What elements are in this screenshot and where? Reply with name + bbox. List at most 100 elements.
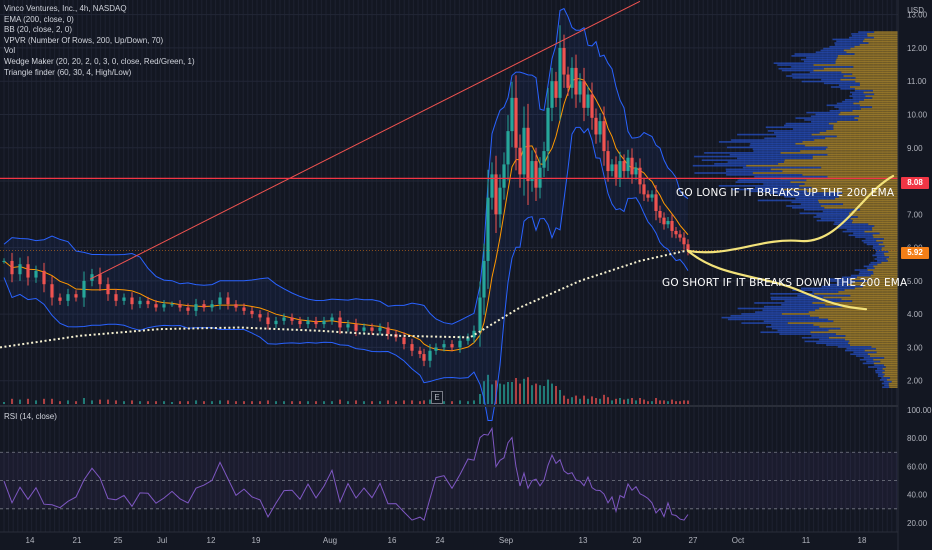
candle-body bbox=[522, 127, 526, 175]
earnings-marker[interactable]: E bbox=[431, 391, 443, 404]
profile-bar-down bbox=[835, 333, 898, 335]
symbol-title[interactable]: Vinco Ventures, Inc., 4h, NASDAQ bbox=[4, 4, 127, 13]
profile-bar-up bbox=[866, 267, 875, 269]
profile-bar-down bbox=[833, 126, 898, 129]
profile-bar-up bbox=[786, 205, 821, 207]
profile-bar-up bbox=[795, 197, 836, 200]
bollinger-basis bbox=[3, 78, 689, 352]
candle-body bbox=[154, 304, 158, 308]
profile-bar-down bbox=[841, 298, 898, 301]
profile-bar-up bbox=[834, 106, 873, 108]
profile-bar-up bbox=[846, 228, 873, 231]
price-tag-last: 5.92 bbox=[901, 247, 929, 259]
legend-bb[interactable]: BB (20, close, 2, 0) bbox=[4, 25, 73, 35]
profile-bar-down bbox=[833, 128, 898, 130]
volume-bar bbox=[171, 402, 173, 404]
profile-bar-down bbox=[888, 384, 898, 387]
profile-bar-up bbox=[737, 133, 812, 136]
profile-bar-up bbox=[806, 111, 841, 114]
candle-body bbox=[558, 47, 562, 98]
profile-bar-down bbox=[854, 287, 898, 290]
time-tick-label: 19 bbox=[252, 536, 261, 545]
profile-bar-down bbox=[856, 276, 898, 279]
candle-body bbox=[450, 344, 454, 348]
profile-bar-up bbox=[874, 258, 887, 260]
profile-bar-down bbox=[888, 256, 898, 259]
profile-bar-down bbox=[804, 183, 898, 185]
profile-bar-down bbox=[823, 296, 898, 299]
profile-bar-down bbox=[864, 349, 898, 352]
profile-bar-down bbox=[851, 221, 898, 224]
profile-bar-down bbox=[848, 342, 898, 345]
profile-bar-up bbox=[767, 130, 827, 132]
legend-wedge[interactable]: Wedge Maker (20, 20, 2, 0, 3, 0, close, … bbox=[4, 56, 195, 66]
time-tick-label: 20 bbox=[633, 536, 642, 545]
profile-bar-down bbox=[874, 225, 898, 227]
profile-bar-up bbox=[791, 73, 853, 75]
candle-body bbox=[678, 234, 682, 238]
rsi-legend[interactable]: RSI (14, close) bbox=[4, 412, 57, 421]
profile-bar-down bbox=[857, 119, 898, 121]
profile-bar-down bbox=[843, 203, 898, 205]
profile-bar-up bbox=[792, 128, 834, 130]
profile-bar-down bbox=[784, 161, 898, 163]
profile-bar-up bbox=[833, 223, 869, 226]
profile-bar-up bbox=[863, 265, 874, 268]
candle-body bbox=[2, 260, 6, 262]
profile-bar-up bbox=[795, 117, 855, 119]
price-tick-label: 12.00 bbox=[907, 44, 928, 53]
legend-vpvr[interactable]: VPVR (Number Of Rows, 200, Up/Down, 70) bbox=[4, 35, 164, 45]
profile-bar-down bbox=[872, 227, 898, 229]
price-tick-label: 3.00 bbox=[907, 343, 923, 352]
price-tick-label: 10.00 bbox=[907, 110, 928, 119]
profile-bar-up bbox=[873, 245, 885, 248]
candles bbox=[2, 25, 690, 368]
profile-bar-up bbox=[883, 380, 892, 383]
profile-bar-down bbox=[884, 254, 898, 257]
profile-bar-down bbox=[849, 278, 898, 280]
profile-bar-down bbox=[873, 271, 898, 273]
profile-bar-up bbox=[774, 131, 820, 134]
profile-bar-down bbox=[870, 274, 898, 277]
candle-body bbox=[562, 47, 566, 75]
profile-bar-up bbox=[792, 206, 825, 209]
profile-bar-up bbox=[800, 58, 837, 61]
legend-triangle[interactable]: Triangle finder (60, 30, 4, High/Low) bbox=[4, 67, 132, 77]
candle-body bbox=[194, 304, 198, 311]
candle-body bbox=[666, 220, 670, 225]
profile-bar-up bbox=[811, 335, 846, 337]
volume-bar bbox=[315, 401, 317, 404]
profile-bar-down bbox=[819, 325, 898, 328]
profile-bar-down bbox=[846, 51, 898, 54]
volume-bar bbox=[487, 374, 489, 404]
profile-bar-up bbox=[813, 216, 858, 218]
profile-bar-down bbox=[854, 117, 898, 119]
legend-ema[interactable]: EMA (200, close, 0) bbox=[4, 14, 74, 24]
time-tick-label: 18 bbox=[858, 536, 867, 545]
profile-bar-down bbox=[883, 375, 898, 377]
legend-vol[interactable]: Vol bbox=[4, 46, 16, 56]
profile-bar-down bbox=[807, 190, 898, 193]
profile-bar-up bbox=[725, 170, 783, 172]
candle-body bbox=[634, 167, 638, 175]
profile-bar-up bbox=[875, 249, 882, 251]
profile-bar-up bbox=[750, 142, 796, 145]
profile-bar-up bbox=[770, 296, 824, 299]
candle-body bbox=[26, 264, 30, 278]
profile-bar-up bbox=[797, 294, 851, 297]
profile-bar-down bbox=[809, 314, 898, 317]
profile-bar-up bbox=[801, 336, 829, 339]
profile-bar-up bbox=[804, 119, 858, 121]
rsi-tick-label: 80.00 bbox=[907, 434, 928, 443]
rsi-line bbox=[3, 426, 689, 521]
volume-profile bbox=[692, 31, 898, 388]
profile-bar-up bbox=[771, 298, 842, 301]
profile-bar-down bbox=[752, 172, 898, 174]
volume-bar bbox=[603, 394, 605, 404]
profile-bar-down bbox=[828, 318, 898, 321]
profile-bar-up bbox=[727, 161, 785, 163]
profile-bar-up bbox=[850, 353, 868, 356]
candle-body bbox=[622, 161, 626, 172]
profile-bar-up bbox=[872, 247, 882, 249]
